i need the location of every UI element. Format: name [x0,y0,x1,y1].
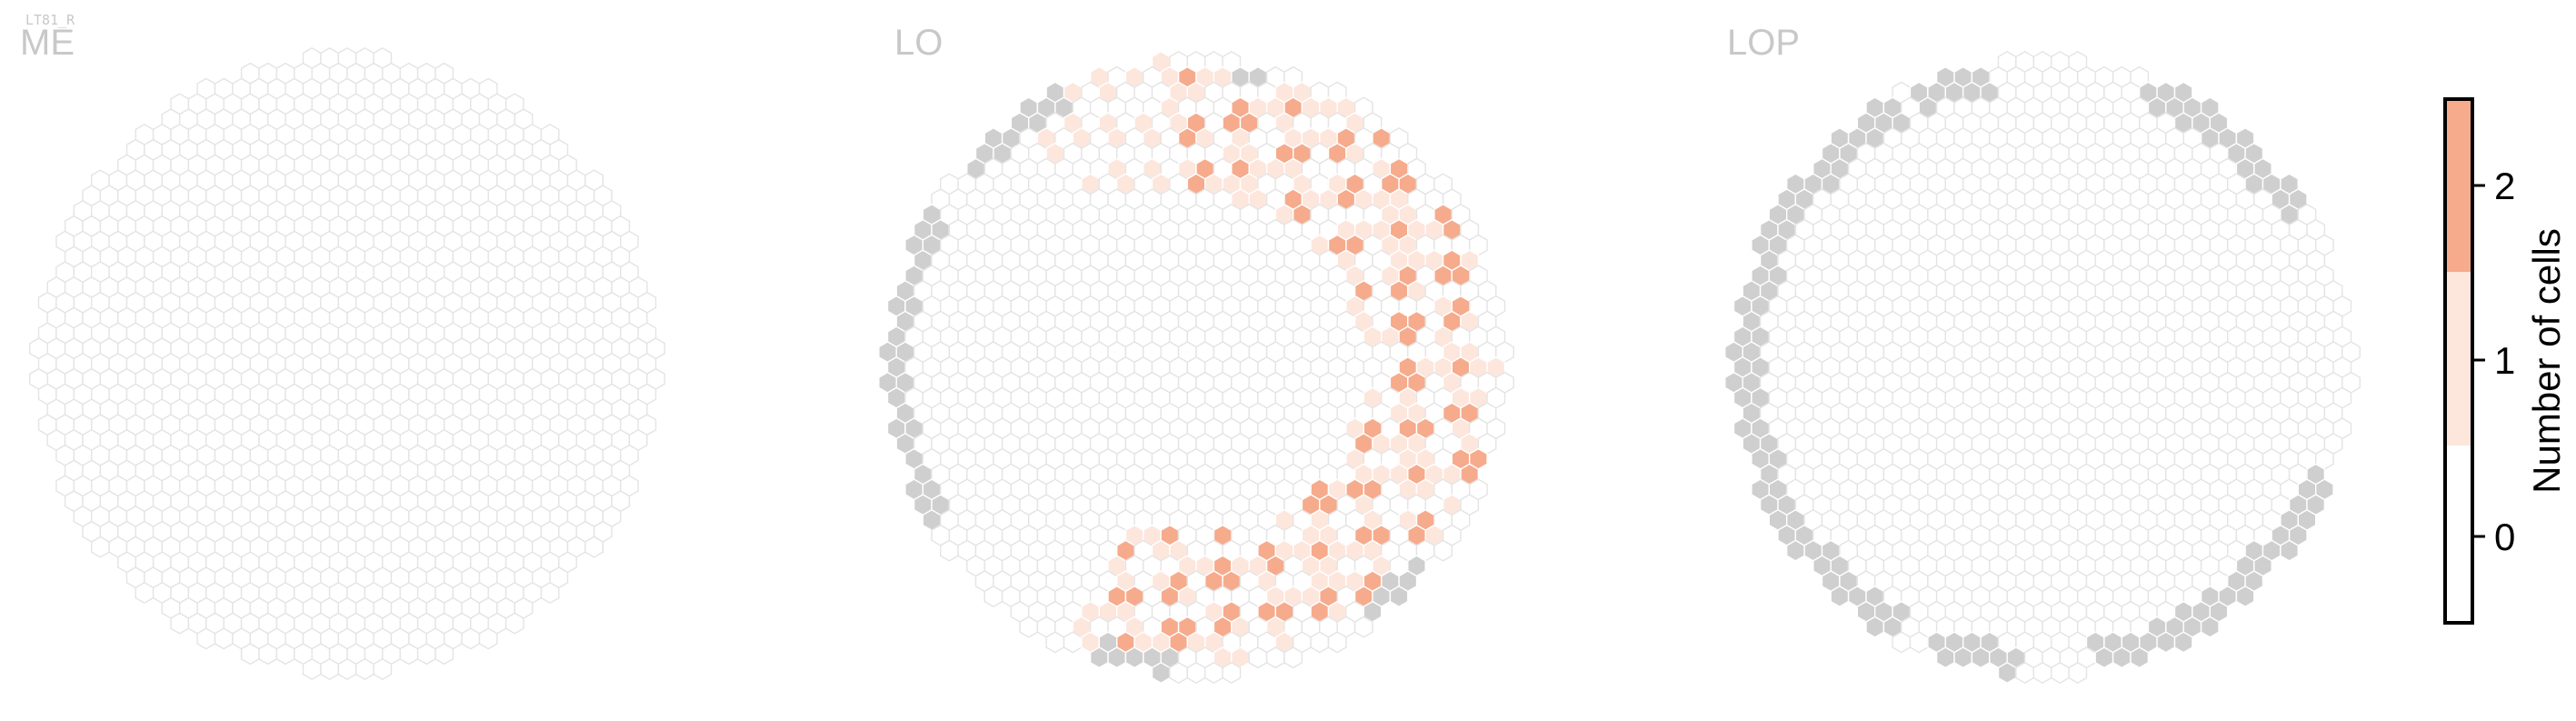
lop-column-1118 [1997,661,2017,685]
lop-column-1089 [1892,631,1912,654]
me-column-1047 [540,581,560,605]
lo-column-1121 [1203,661,1223,685]
colorbar-tick-label-1: 1 [2494,339,2515,382]
lo-column-1115 [1248,646,1268,669]
me-column-1024 [135,581,155,605]
me-column-1107 [258,643,278,666]
lop-column-1121 [2050,661,2070,685]
colorbar-bin-2 [2445,99,2472,272]
lo-column-1119 [1169,661,1189,685]
lo-column-1024 [983,585,1003,608]
me-column-1116 [416,643,436,666]
lo-column-1089 [1045,631,1065,654]
lop-column-1120 [2032,661,2052,685]
lo-column-1106 [1089,646,1109,669]
lo-column-1104 [1310,631,1330,654]
me-column-1088 [504,612,524,635]
me-column-1119 [320,657,339,681]
lop-column-1122 [2068,661,2088,685]
me-column-1108 [275,643,295,666]
panel-lo: LO [878,23,1514,685]
me-column-1115 [399,643,419,666]
panel-title-lop: LOP [1727,23,1800,63]
hex-grid-lop [1724,50,2361,685]
me-column-1105 [478,627,498,650]
me-column-1118 [302,657,322,681]
me-column-1089 [196,627,216,650]
colorbar-tick-label-0: 0 [2494,516,2515,558]
lop-column-1069 [1865,616,1885,638]
lo-column-1117 [1283,646,1303,669]
me-column-1069 [170,612,190,635]
lop-column-1115 [2094,646,2114,669]
me-column-1120 [337,657,357,681]
lop-column-1090 [1909,631,1929,654]
panel-title-lo: LO [894,23,943,63]
hex-grid-me [29,46,665,681]
lo-column-972 [1433,539,1453,562]
panel-lop: LOP [1724,23,2361,685]
hex-grid-lo [878,50,1514,685]
colorbar-bin-1 [2445,272,2472,446]
colorbar-tick-label-2: 2 [2494,165,2515,207]
lop-column-1106 [1935,646,1955,669]
me-column-1122 [373,657,393,681]
lo-column-1116 [1265,646,1285,669]
panel-title-me: ME [20,23,75,63]
cell-type-label: LT81_R [25,12,75,28]
me-column-1121 [355,657,374,681]
lop-column-944 [1785,539,1805,562]
lo-column-1120 [1186,661,1206,685]
me-column-1117 [434,643,454,666]
lop-column-1108 [1971,646,1991,669]
me-column-1090 [214,627,234,650]
panel-me: ME [20,23,665,681]
me-column-944 [90,536,110,558]
lo-column-1069 [1019,616,1039,638]
lop-column-1107 [1953,646,1973,669]
lop-column-972 [2280,539,2300,562]
me-column-1106 [240,643,260,666]
lo-column-1107 [1107,646,1127,669]
lop-column-1088 [2200,616,2220,638]
lop-column-1117 [2130,646,2150,669]
colorbar: 2 1 0 Number of cells [2443,97,2568,625]
lop-column-1024 [1830,585,1850,608]
lo-column-1108 [1124,646,1144,669]
lo-column-1047 [1389,585,1409,608]
colorbar-bin-0 [2445,446,2472,623]
lo-column-1105 [1327,631,1347,654]
lop-column-1105 [2173,631,2193,654]
lop-column-1047 [2235,585,2255,608]
lo-column-944 [939,539,959,562]
lo-column-1088 [1353,616,1373,638]
colorbar-label: Number of cells [2525,228,2568,494]
lo-column-1122 [1222,661,1242,685]
lo-column-1090 [1063,631,1083,654]
me-column-1104 [461,627,481,650]
lop-column-1116 [2112,646,2132,669]
lo-column-1118 [1151,661,1171,685]
lop-column-1119 [2015,661,2035,685]
me-column-972 [584,536,604,558]
lop-column-1104 [2156,631,2176,654]
